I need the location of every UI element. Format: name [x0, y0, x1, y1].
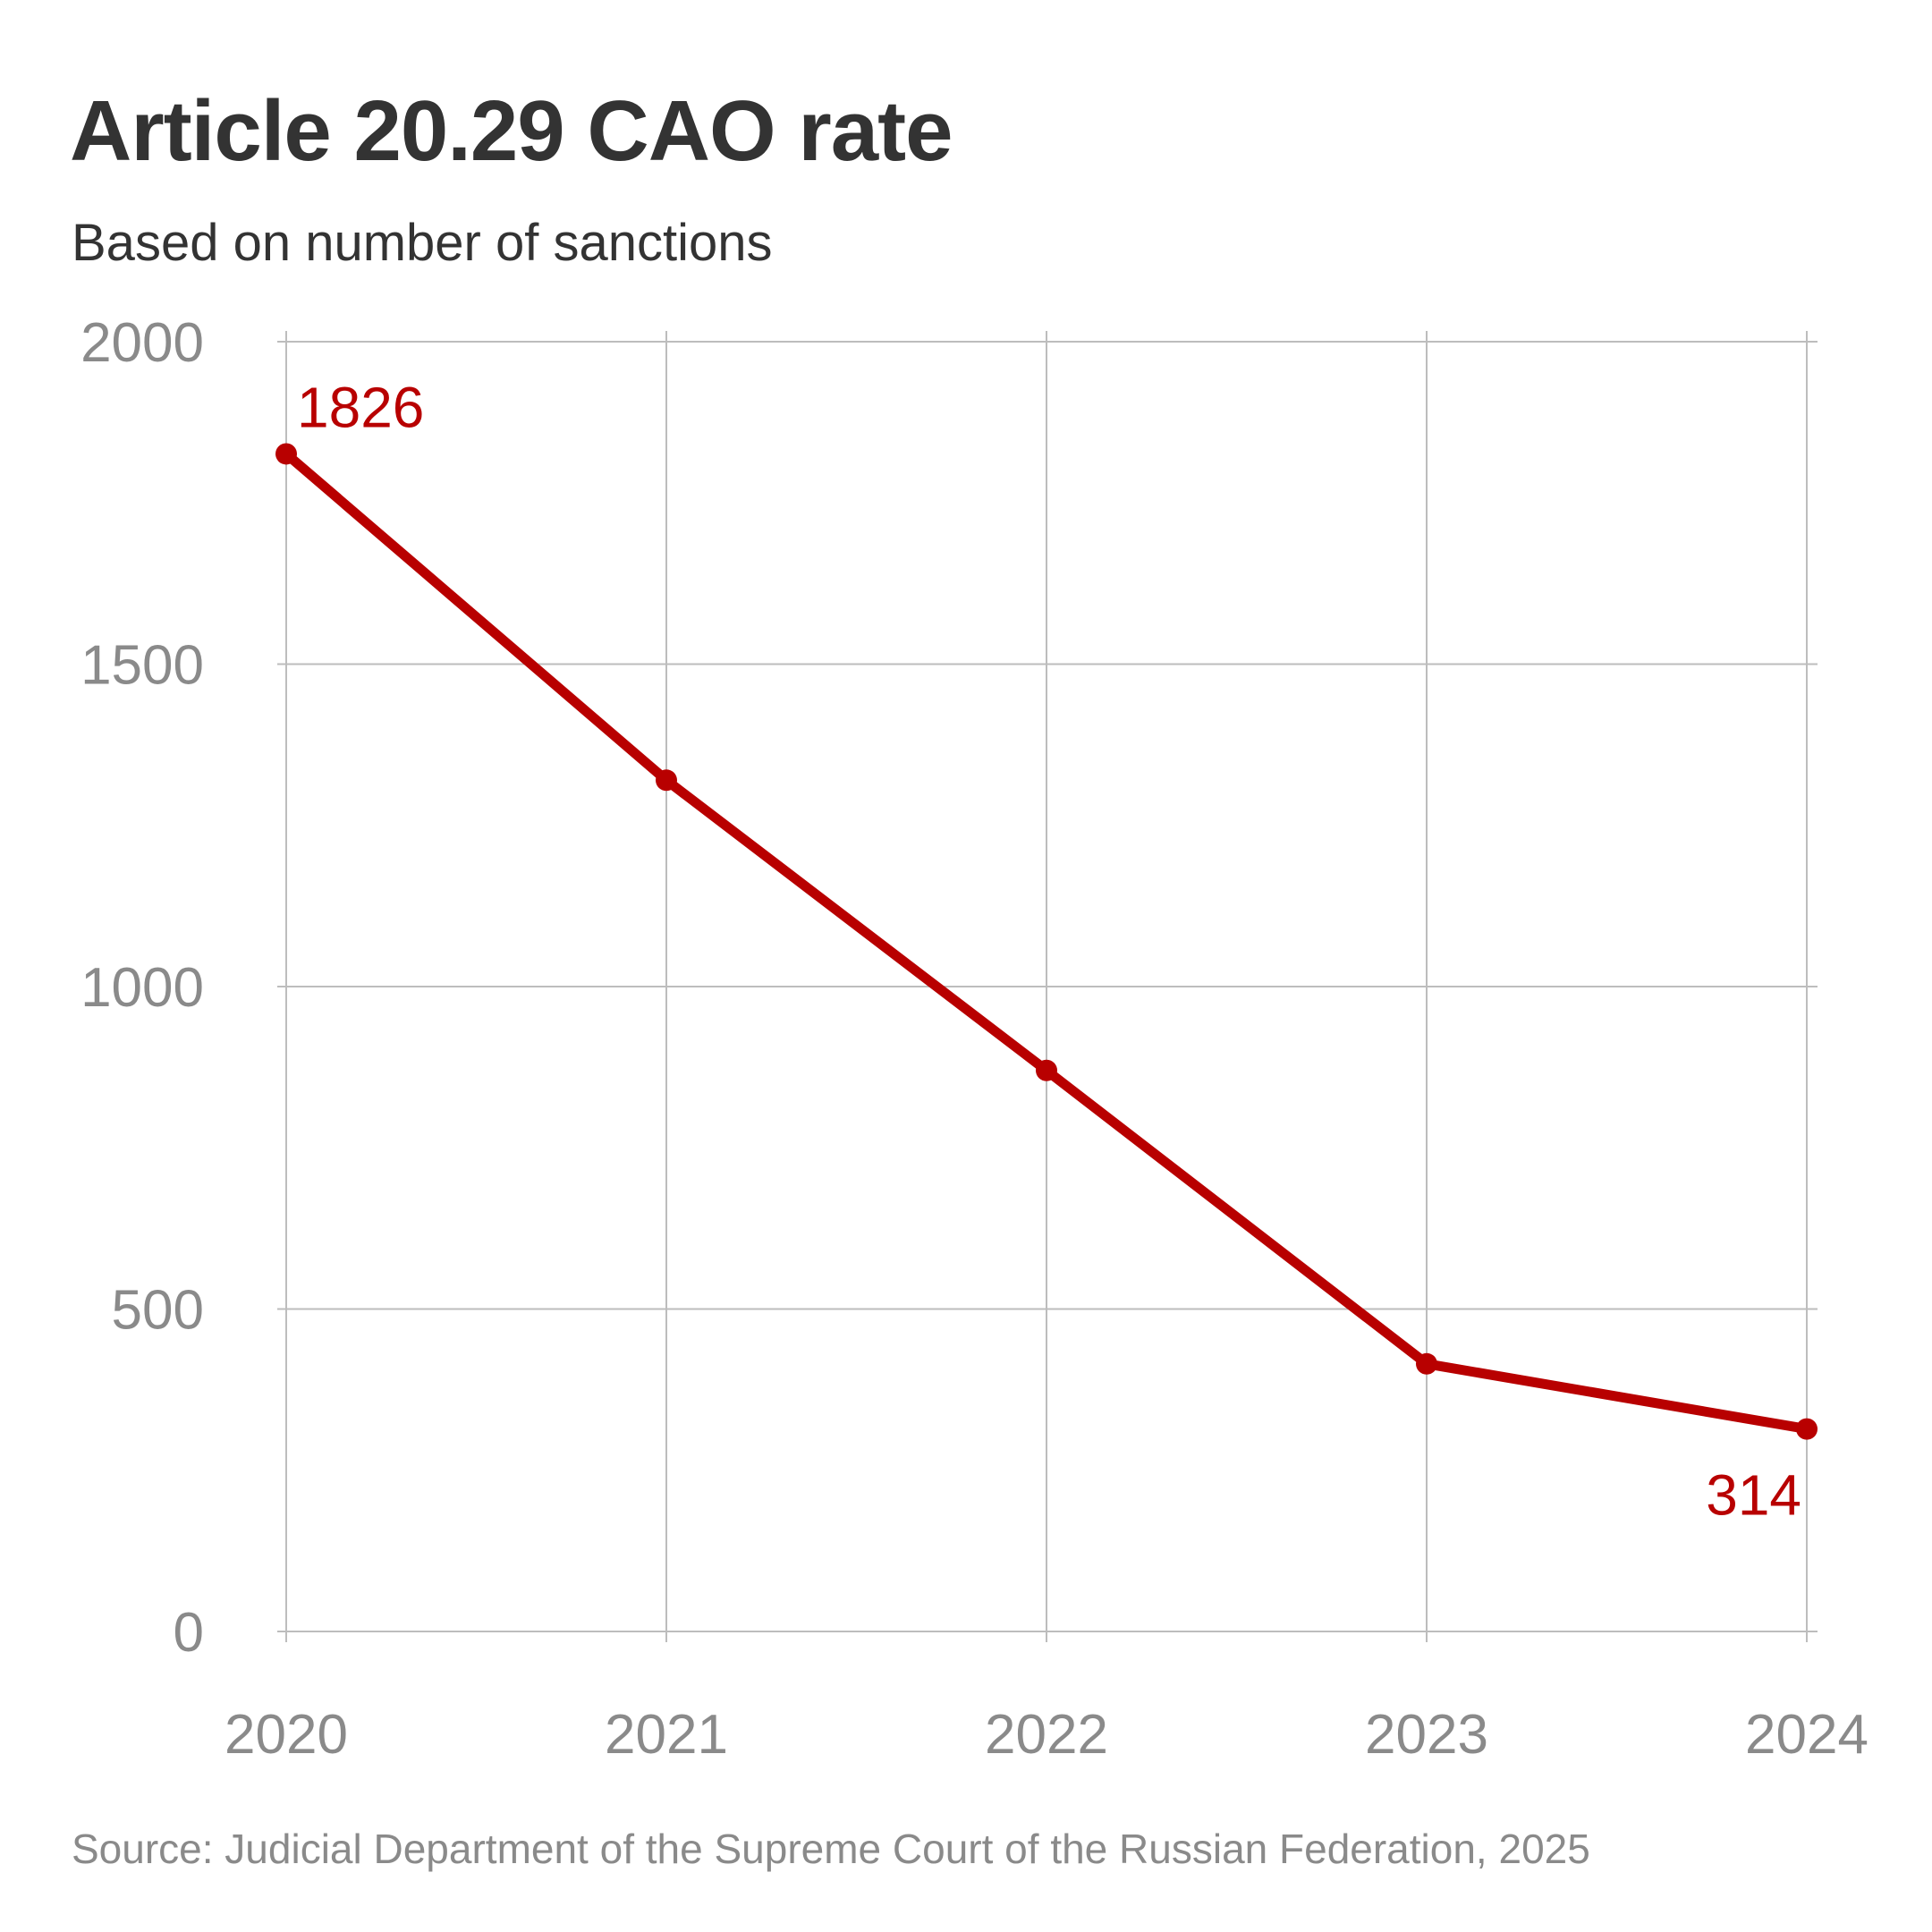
y-tick-label: 2000: [80, 312, 204, 374]
y-tick-label: 0: [174, 1602, 204, 1664]
chart-title: Article 20.29 CAO rate: [70, 83, 953, 179]
data-point: [1036, 1059, 1057, 1081]
x-tick-label: 2021: [605, 1704, 728, 1766]
y-tick-label: 1000: [80, 957, 204, 1019]
data-label: 314: [1706, 1463, 1801, 1528]
x-tick-label: 2020: [225, 1704, 348, 1766]
source-note: Source: Judicial Department of the Supre…: [72, 1826, 1590, 1872]
data-point: [656, 769, 677, 792]
x-tick-label: 2024: [1745, 1704, 1868, 1766]
data-label: 1826: [297, 375, 424, 439]
y-tick-label: 500: [112, 1280, 204, 1342]
x-tick-label: 2023: [1365, 1704, 1488, 1766]
y-tick-label: 1500: [80, 635, 204, 697]
chart-subtitle: Based on number of sanctions: [72, 214, 773, 272]
data-point: [275, 443, 297, 465]
data-point: [1416, 1352, 1437, 1375]
x-tick-label: 2022: [985, 1704, 1108, 1766]
data-point: [1796, 1418, 1818, 1440]
